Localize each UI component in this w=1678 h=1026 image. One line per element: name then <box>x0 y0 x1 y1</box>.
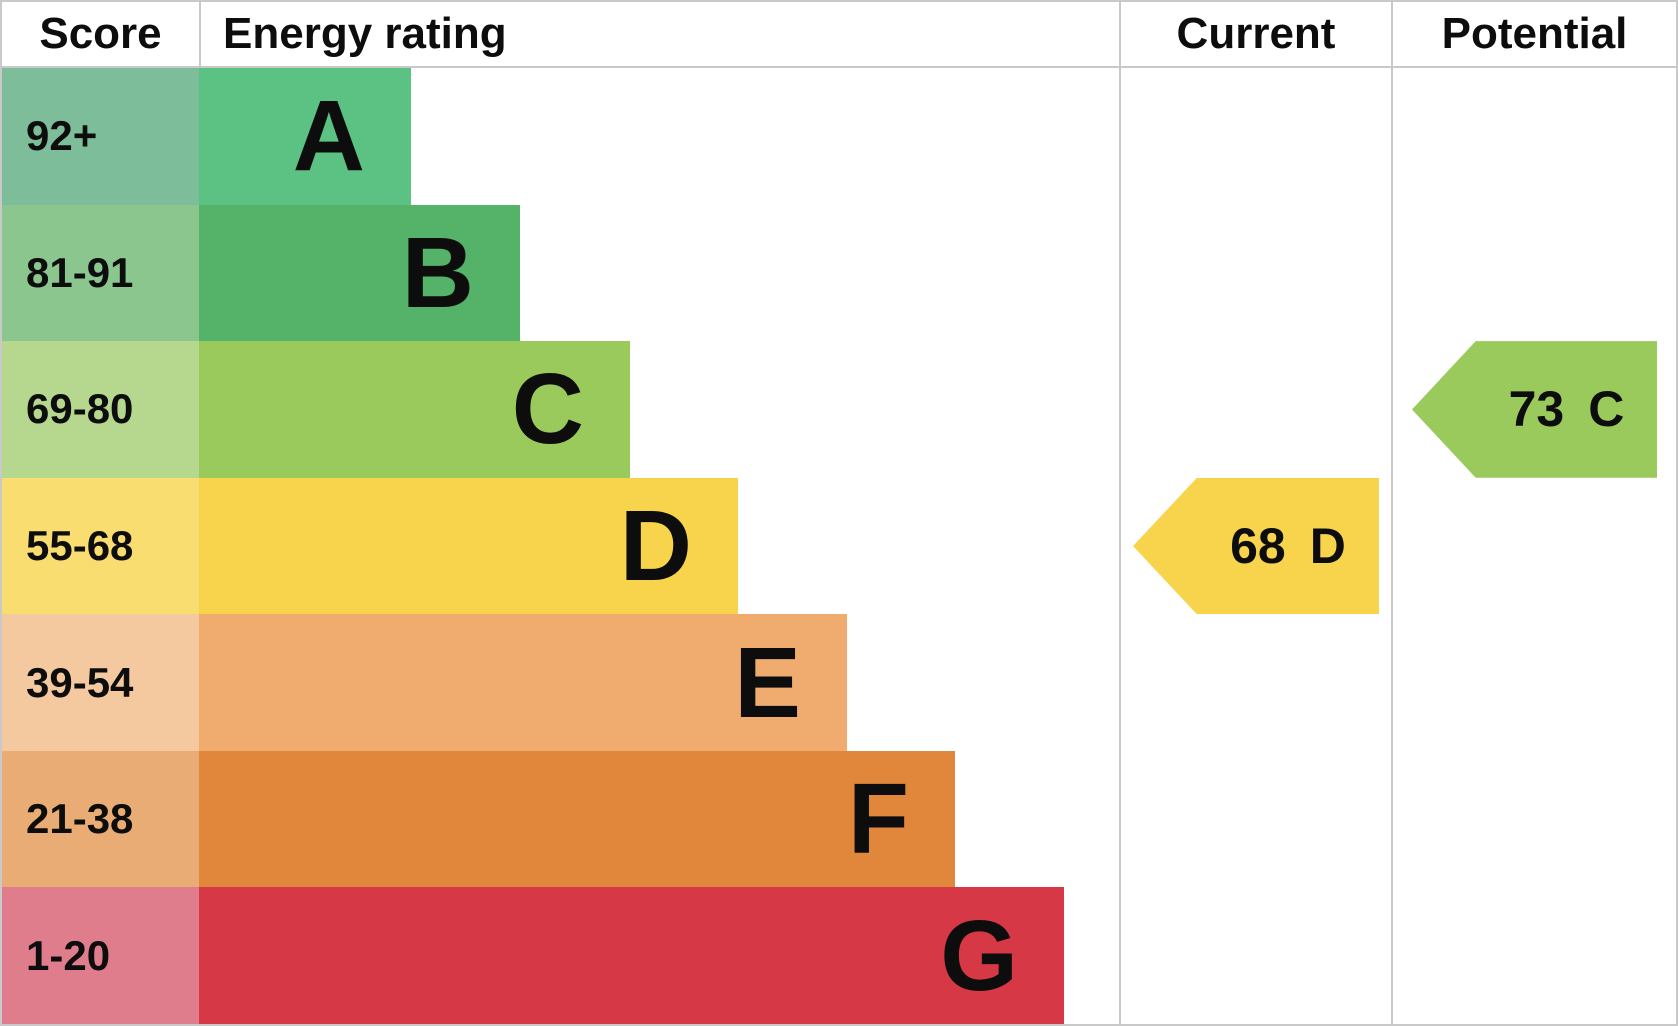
current-cell <box>1119 341 1391 478</box>
band-letter: F <box>847 763 909 876</box>
score-range: 81-91 <box>2 204 199 342</box>
potential-column-header: Potential <box>1391 2 1676 66</box>
potential-cell <box>1391 68 1676 205</box>
potential-cell: 73 C <box>1391 341 1676 478</box>
band-row-g: 1-20 G <box>2 887 1676 1024</box>
band-row-c: 69-80 C 73 C <box>2 341 1676 478</box>
band-bar: F <box>199 750 955 888</box>
band-row-d: 55-68 D 68 D <box>2 477 1676 615</box>
current-cell <box>1119 68 1391 205</box>
potential-rating-band: C <box>1588 381 1625 438</box>
current-cell <box>1119 887 1391 1024</box>
current-rating-band: D <box>1309 518 1346 575</box>
score-range: 1-20 <box>2 887 199 1024</box>
potential-cell <box>1391 477 1676 615</box>
band-rows: 92+ A 81-91 B 69-80 C <box>2 68 1676 1024</box>
energy-rating-column-header: Energy rating <box>199 2 1119 66</box>
score-range: 92+ <box>2 68 199 205</box>
score-range: 69-80 <box>2 341 199 478</box>
band-row-e: 39-54 E <box>2 614 1676 751</box>
band-bar: A <box>199 68 411 205</box>
band-bar: D <box>199 477 738 615</box>
current-rating-value: 68 <box>1230 518 1286 575</box>
band-letter: D <box>619 490 692 603</box>
current-cell: 68 D <box>1119 477 1391 615</box>
band-bar: G <box>199 887 1064 1024</box>
current-cell <box>1119 614 1391 751</box>
score-range: 39-54 <box>2 614 199 751</box>
band-letter: E <box>734 626 801 739</box>
band-letter: A <box>292 80 365 193</box>
current-cell <box>1119 204 1391 342</box>
band-bar: B <box>199 204 520 342</box>
potential-cell <box>1391 750 1676 888</box>
band-letter: C <box>511 353 584 466</box>
band-row-a: 92+ A <box>2 68 1676 205</box>
current-cell <box>1119 750 1391 888</box>
potential-rating-arrow: 73 C <box>1412 341 1657 478</box>
score-range: 21-38 <box>2 750 199 888</box>
potential-rating-value: 73 <box>1508 381 1565 438</box>
current-rating-arrow: 68 D <box>1133 477 1379 615</box>
score-range: 55-68 <box>2 477 199 615</box>
potential-cell <box>1391 614 1676 751</box>
current-column-header: Current <box>1119 2 1391 66</box>
chart-header: Score Energy rating Current Potential <box>2 2 1676 68</box>
potential-cell <box>1391 887 1676 1024</box>
potential-cell <box>1391 204 1676 342</box>
score-column-header: Score <box>39 9 162 58</box>
band-letter: B <box>401 216 474 329</box>
band-row-b: 81-91 B <box>2 204 1676 342</box>
band-row-f: 21-38 F <box>2 750 1676 888</box>
band-letter: G <box>940 899 1018 1012</box>
band-bar: C <box>199 341 630 478</box>
band-bar: E <box>199 614 847 751</box>
